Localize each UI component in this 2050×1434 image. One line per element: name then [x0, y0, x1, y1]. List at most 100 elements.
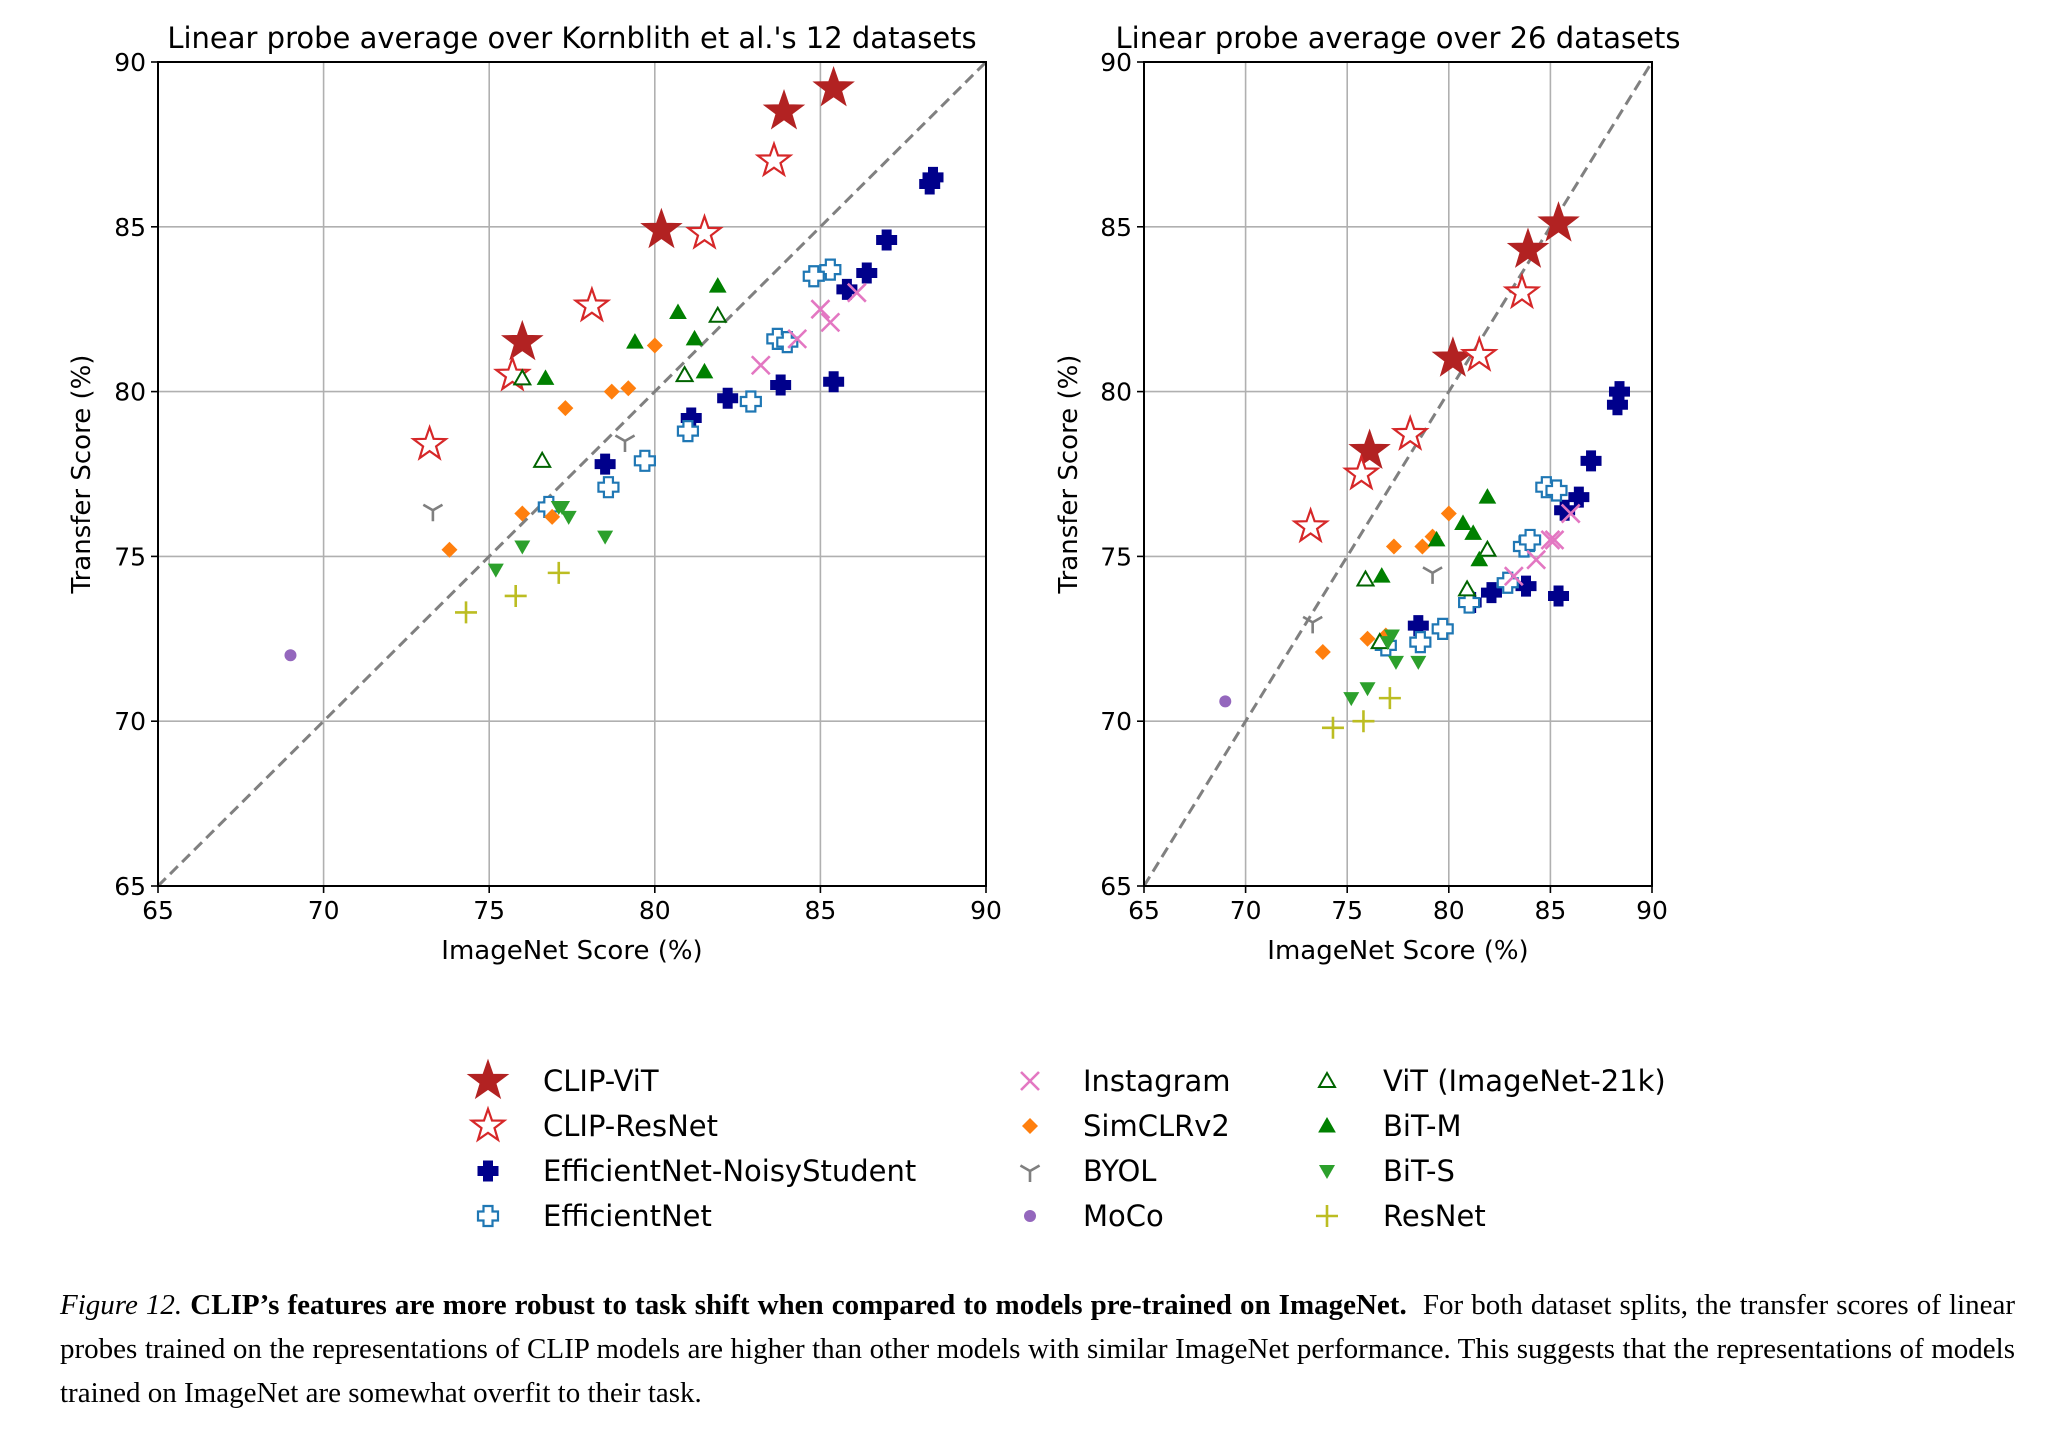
data-point [685, 213, 724, 250]
data-point [1410, 655, 1427, 670]
data-point [1554, 499, 1576, 521]
y-tick-label: 80 [1100, 378, 1132, 407]
data-point [717, 387, 739, 409]
data-point [536, 369, 555, 385]
reference-diagonal-line [1142, 61, 1654, 887]
data-point [1503, 566, 1524, 587]
data-point [441, 541, 458, 558]
y-tick-label: 70 [1100, 707, 1132, 736]
data-point [544, 508, 561, 525]
legend-label: BiT-M [1383, 1109, 1462, 1143]
data-point [1506, 227, 1550, 268]
data-point [919, 173, 941, 195]
data-point [504, 584, 527, 607]
data-point [1540, 530, 1561, 550]
legend-marker [1024, 1210, 1036, 1222]
data-point [876, 229, 898, 251]
y-axis-label: Transfer Score (%) [67, 355, 97, 595]
data-point [1440, 505, 1457, 522]
legend-label: BiT-S [1383, 1154, 1455, 1188]
x-tick-label: 65 [142, 896, 174, 925]
data-point [1568, 486, 1590, 508]
x-tick-label: 85 [804, 896, 836, 925]
series-efficientnet [537, 258, 842, 519]
data-point [1302, 615, 1323, 634]
legend-entry: EfficientNet-NoisyStudent [477, 1154, 916, 1188]
y-tick-label: 90 [114, 48, 146, 77]
data-point [1291, 506, 1330, 544]
data-point [1606, 394, 1628, 416]
data-point [820, 312, 841, 333]
y-tick-label: 65 [1100, 872, 1132, 901]
legend-entry: MoCo [1024, 1199, 1164, 1233]
data-point [455, 601, 478, 624]
legend-label: Instagram [1083, 1064, 1231, 1098]
x-tick-label: 90 [970, 896, 1002, 925]
data-point [846, 282, 867, 303]
x-tick-label: 70 [1230, 896, 1262, 925]
legend-label: EfficientNet-NoisyStudent [543, 1154, 916, 1188]
chart-panel-1: 65 70 75 80 85 90 65 70 75 80 85 90 Linear probe ave… [67, 21, 1002, 966]
legend-marker [1022, 1118, 1038, 1134]
data-point [1385, 538, 1402, 555]
data-point [594, 453, 616, 475]
x-tick-label: 90 [1636, 896, 1668, 925]
legend-marker [477, 1160, 499, 1182]
data-point [422, 503, 444, 522]
legend-marker [1319, 1165, 1335, 1179]
data-point [1422, 566, 1443, 584]
data-point [572, 285, 612, 323]
legend-label: CLIP-ResNet [543, 1109, 718, 1143]
legend-label: CLIP-ViT [543, 1064, 659, 1098]
chart-title: Linear probe average over Kornblith et a… [167, 21, 976, 55]
data-point [1480, 582, 1502, 604]
series-bit-s [487, 500, 614, 578]
legend-entry: EfficientNet [476, 1199, 712, 1233]
series-moco [284, 649, 297, 662]
data-point [823, 371, 845, 393]
data-point [1454, 514, 1472, 530]
legend-label: MoCo [1083, 1199, 1164, 1233]
data-point [1359, 682, 1376, 697]
data-point [676, 420, 700, 443]
series-clip-vit [501, 66, 855, 361]
legend-entry: BiT-S [1319, 1154, 1455, 1188]
legend-entry: SimCLRv2 [1022, 1109, 1230, 1143]
data-point [487, 563, 504, 578]
x-tick-label: 85 [1534, 896, 1566, 925]
y-tick-label: 70 [114, 707, 146, 736]
data-point [776, 331, 799, 354]
data-point [493, 354, 532, 392]
x-tick-label: 70 [308, 896, 340, 925]
data-point [640, 207, 683, 249]
data-point [708, 305, 728, 323]
data-point [597, 476, 620, 499]
y-tick-label: 85 [1100, 213, 1132, 242]
data-point [1342, 453, 1381, 491]
data-point [1548, 585, 1570, 607]
y-tick-label: 85 [114, 213, 146, 242]
figure-caption: Figure 12. CLIP’s features are more robu… [60, 1283, 2015, 1415]
data-point [410, 423, 449, 461]
legend-entry: BYOL [1019, 1154, 1156, 1188]
data-point [1321, 716, 1344, 739]
y-tick-label: 75 [1100, 542, 1132, 571]
data-point [501, 319, 544, 361]
data-point [810, 299, 831, 320]
data-point [1355, 569, 1376, 587]
series-byol [1302, 566, 1443, 634]
legend-entry: Instagram [1020, 1064, 1231, 1098]
data-point [1560, 503, 1581, 524]
series-bit-s [1343, 629, 1427, 707]
data-point [560, 510, 577, 525]
data-point [603, 383, 620, 400]
data-point [1343, 692, 1360, 707]
data-point [646, 337, 663, 354]
data-point [1409, 630, 1432, 654]
data-point [674, 365, 695, 383]
data-point [1414, 538, 1431, 555]
data-point [284, 649, 297, 662]
data-point [787, 328, 808, 349]
data-point [554, 500, 571, 515]
